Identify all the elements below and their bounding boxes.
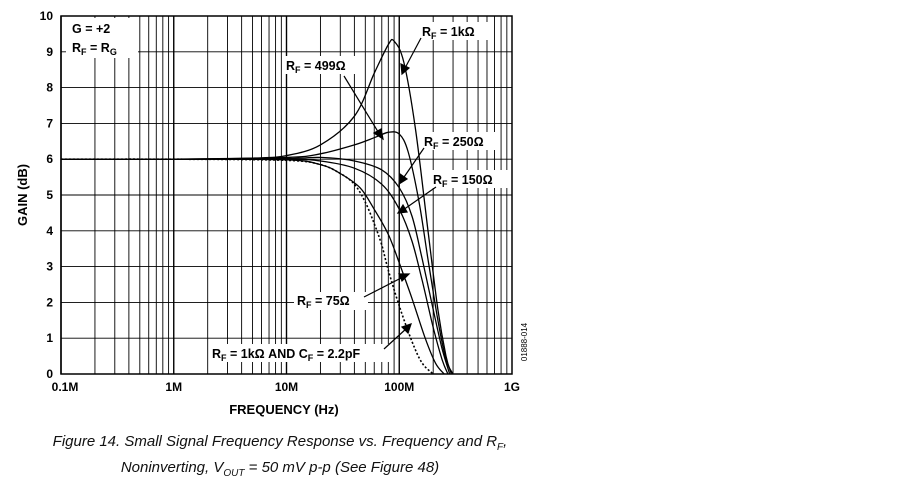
x-axis-label: FREQUENCY (Hz) (229, 402, 339, 417)
arrowhead-rf-150 (396, 203, 408, 214)
condition-rf-rg: RF = RG (72, 41, 117, 57)
y-tick-label: 8 (46, 81, 53, 95)
arrowhead-rf-75 (398, 273, 411, 283)
y-tick-label: 6 (46, 152, 53, 166)
arrowhead-rf-1k-cf (400, 323, 412, 335)
y-tick-label: 9 (46, 45, 53, 59)
y-tick-label: 1 (46, 331, 53, 345)
arrowhead-rf-499 (372, 128, 384, 141)
y-axis-label: GAIN (dB) (15, 164, 30, 226)
arrowhead-rf-1k (400, 62, 411, 76)
series-label-rf-250: RF = 250Ω (424, 135, 484, 151)
figure-code: 01888-014 (520, 322, 529, 361)
series-label-rf-1k: RF = 1kΩ (422, 25, 475, 41)
x-tick-label: 1M (165, 380, 182, 394)
series-line-0 (60, 38, 453, 375)
y-tick-label: 7 (46, 116, 53, 130)
figure-caption: Figure 14. Small Signal Frequency Respon… (0, 432, 560, 484)
x-tick-label: 10M (275, 380, 298, 394)
series-label-rf-499: RF = 499Ω (286, 59, 346, 75)
arrow-rf-75 (363, 275, 406, 298)
series-line-1 (60, 131, 454, 375)
caption-line-2: Noninverting, VOUT = 50 mV p-p (See Figu… (120, 459, 440, 479)
label-bg-250 (420, 132, 500, 150)
x-tick-labels: 0.1M 1M 10M 100M 1G (52, 380, 520, 394)
arrow-rf-1k (403, 37, 422, 71)
x-tick-label: 0.1M (52, 380, 79, 394)
y-tick-label: 5 (46, 188, 53, 202)
y-tick-label: 2 (46, 295, 53, 309)
plot-frame (60, 15, 513, 375)
arrow-rf-499 (343, 75, 381, 136)
y-tick-label: 0 (46, 367, 53, 381)
label-bg-499 (282, 56, 362, 74)
series-line-4 (60, 158, 445, 375)
condition-gain: G = +2 (72, 22, 110, 36)
series-label-rf-150: RF = 150Ω (433, 173, 493, 189)
caption-line-1: Figure 14. Small Signal Frequency Respon… (52, 433, 508, 453)
y-tick-label: 3 (46, 260, 53, 274)
y-tick-labels: 0 1 2 3 4 5 6 7 8 9 10 (40, 9, 54, 381)
label-bg-1k-cf (210, 344, 390, 362)
series-label-rf-1k-cf: RF = 1kΩ AND CF = 2.2pF (212, 347, 361, 363)
label-bg-75 (294, 292, 368, 310)
conditions-box (66, 18, 138, 58)
series-layer (60, 38, 454, 375)
leader-arrows (343, 37, 437, 350)
label-bg-1k (418, 22, 492, 40)
y-tick-label: 4 (46, 224, 53, 238)
series-label-rf-75: RF = 75Ω (297, 294, 350, 310)
series-line-5 (60, 158, 434, 375)
arrowhead-rf-250 (398, 172, 409, 186)
y-tick-label: 10 (40, 9, 54, 23)
arrow-rf-250 (401, 147, 425, 181)
arrow-rf-150 (402, 186, 437, 211)
label-bg-150 (430, 170, 508, 188)
arrow-rf-1k-cf (383, 327, 408, 350)
x-tick-label: 1G (504, 380, 520, 394)
x-tick-label: 100M (384, 380, 414, 394)
